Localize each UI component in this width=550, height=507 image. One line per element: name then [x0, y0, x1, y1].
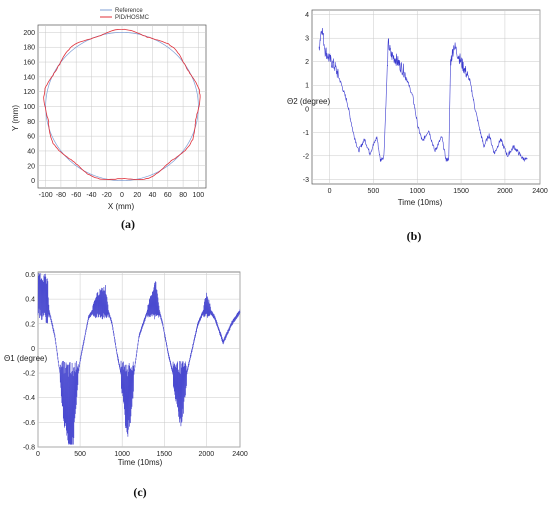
x-tick-label: 1500 [156, 451, 172, 458]
legend-label-reference: Reference [115, 8, 143, 14]
y-tick-label: -0.6 [23, 420, 35, 427]
chart-panel-b: 0 500 1000 1500 2000 2400 -3 -2 -1 0 1 2 3 4 Time (10… [287, 9, 548, 243]
x-tick-label: 80 [179, 192, 187, 199]
panel-label-a: (a) [121, 217, 135, 231]
x-tick-label: -20 [102, 192, 112, 199]
x-tick-label: -100 [39, 192, 53, 199]
x-tick-label: 2000 [497, 188, 513, 195]
y-tick-label: -2 [303, 153, 309, 160]
series-group [318, 28, 528, 162]
legend-label-pid-hosmc: PID/HOSMC [115, 15, 150, 21]
plot-frame [311, 9, 541, 185]
x-tick-label: 0 [328, 188, 332, 195]
panel-label-c: (c) [133, 485, 146, 499]
y-tick-label: -1 [303, 130, 309, 137]
legend: Reference PID/HOSMC [100, 8, 150, 21]
panel-label-b: (b) [407, 229, 422, 243]
x-tick-label: 1000 [409, 188, 425, 195]
grid-lines [312, 10, 541, 184]
grid-lines [38, 25, 206, 188]
y-tick-label: -3 [303, 177, 309, 184]
y-tick-label: 120 [23, 89, 35, 96]
y-tick-label: 200 [23, 30, 35, 37]
x-tick-label: 2000 [199, 451, 215, 458]
y-tick-label: 1 [305, 83, 309, 90]
x-tick-label: 1500 [453, 188, 469, 195]
y-tick-label: 40 [27, 148, 35, 155]
y-tick-label: 3 [305, 36, 309, 43]
y-axis-label: Θ2 (degree) [287, 97, 330, 106]
y-tick-label: 4 [305, 12, 309, 19]
y-tick-label: 180 [23, 45, 35, 52]
y-tick-label: 100 [23, 104, 35, 111]
y-tick-label: -0.8 [23, 445, 35, 452]
y-tick-label: -0.2 [23, 371, 35, 378]
x-tick-label: 1000 [114, 451, 130, 458]
x-tick-label: 60 [164, 192, 172, 199]
x-tick-label: -60 [71, 192, 81, 199]
y-tick-label: 0.6 [25, 272, 35, 279]
x-tick-label: 2400 [532, 188, 548, 195]
y-tick-label: 0 [31, 346, 35, 353]
y-tick-label: 60 [27, 134, 35, 141]
x-tick-label: 0 [120, 192, 124, 199]
series-line-theta2 [318, 28, 528, 162]
y-tick-label: 0.4 [25, 297, 35, 304]
x-tick-label: 500 [74, 451, 86, 458]
y-tick-label: 0 [305, 106, 309, 113]
chart-panel-a: -100 -80 -60 -40 -20 0 20 40 60 80 100 0 20 40 60 80 100… [11, 8, 207, 231]
x-tick-label: -80 [56, 192, 66, 199]
chart-panel-c: 0 500 1000 1500 2000 2400 -0.8 -0.6 -0.4 -0.2 0 0.2… [4, 271, 248, 499]
tick-labels: 0 500 1000 1500 2000 2400 -0.8 -0.6 -0.4 -0.2 0 0.2… [23, 272, 248, 458]
series-group [37, 273, 241, 445]
y-axis-label: Y (mm) [11, 105, 20, 131]
x-tick-label: 500 [368, 188, 380, 195]
y-tick-label: 140 [23, 74, 35, 81]
x-tick-label: -40 [86, 192, 96, 199]
series-group [43, 28, 201, 181]
series-line-theta1 [37, 273, 241, 445]
y-tick-label: 20 [27, 163, 35, 170]
x-axis-label: Time (10ms) [398, 198, 443, 207]
x-tick-label: 100 [193, 192, 205, 199]
x-tick-label: 40 [149, 192, 157, 199]
series-line-pid-hosmc [43, 28, 201, 180]
x-tick-label: 2400 [232, 451, 248, 458]
y-tick-label: 0.2 [25, 321, 35, 328]
tick-labels: 0 500 1000 1500 2000 2400 -3 -2 -1 0 1 2 3 4 [303, 12, 548, 195]
y-axis-label: Θ1 (degree) [4, 354, 47, 363]
y-tick-label: 160 [23, 60, 35, 67]
x-tick-label: 20 [133, 192, 141, 199]
tick-labels: -100 -80 -60 -40 -20 0 20 40 60 80 100 0 20 40 60 80 100… [23, 30, 204, 199]
y-tick-label: -0.4 [23, 395, 35, 402]
x-tick-label: 0 [36, 451, 40, 458]
x-axis-label: X (mm) [108, 202, 135, 211]
x-axis-label: Time (10ms) [118, 458, 163, 467]
grid-lines [37, 272, 241, 448]
y-tick-label: 2 [305, 59, 309, 66]
y-tick-label: 0 [31, 178, 35, 185]
y-tick-label: 80 [27, 119, 35, 126]
